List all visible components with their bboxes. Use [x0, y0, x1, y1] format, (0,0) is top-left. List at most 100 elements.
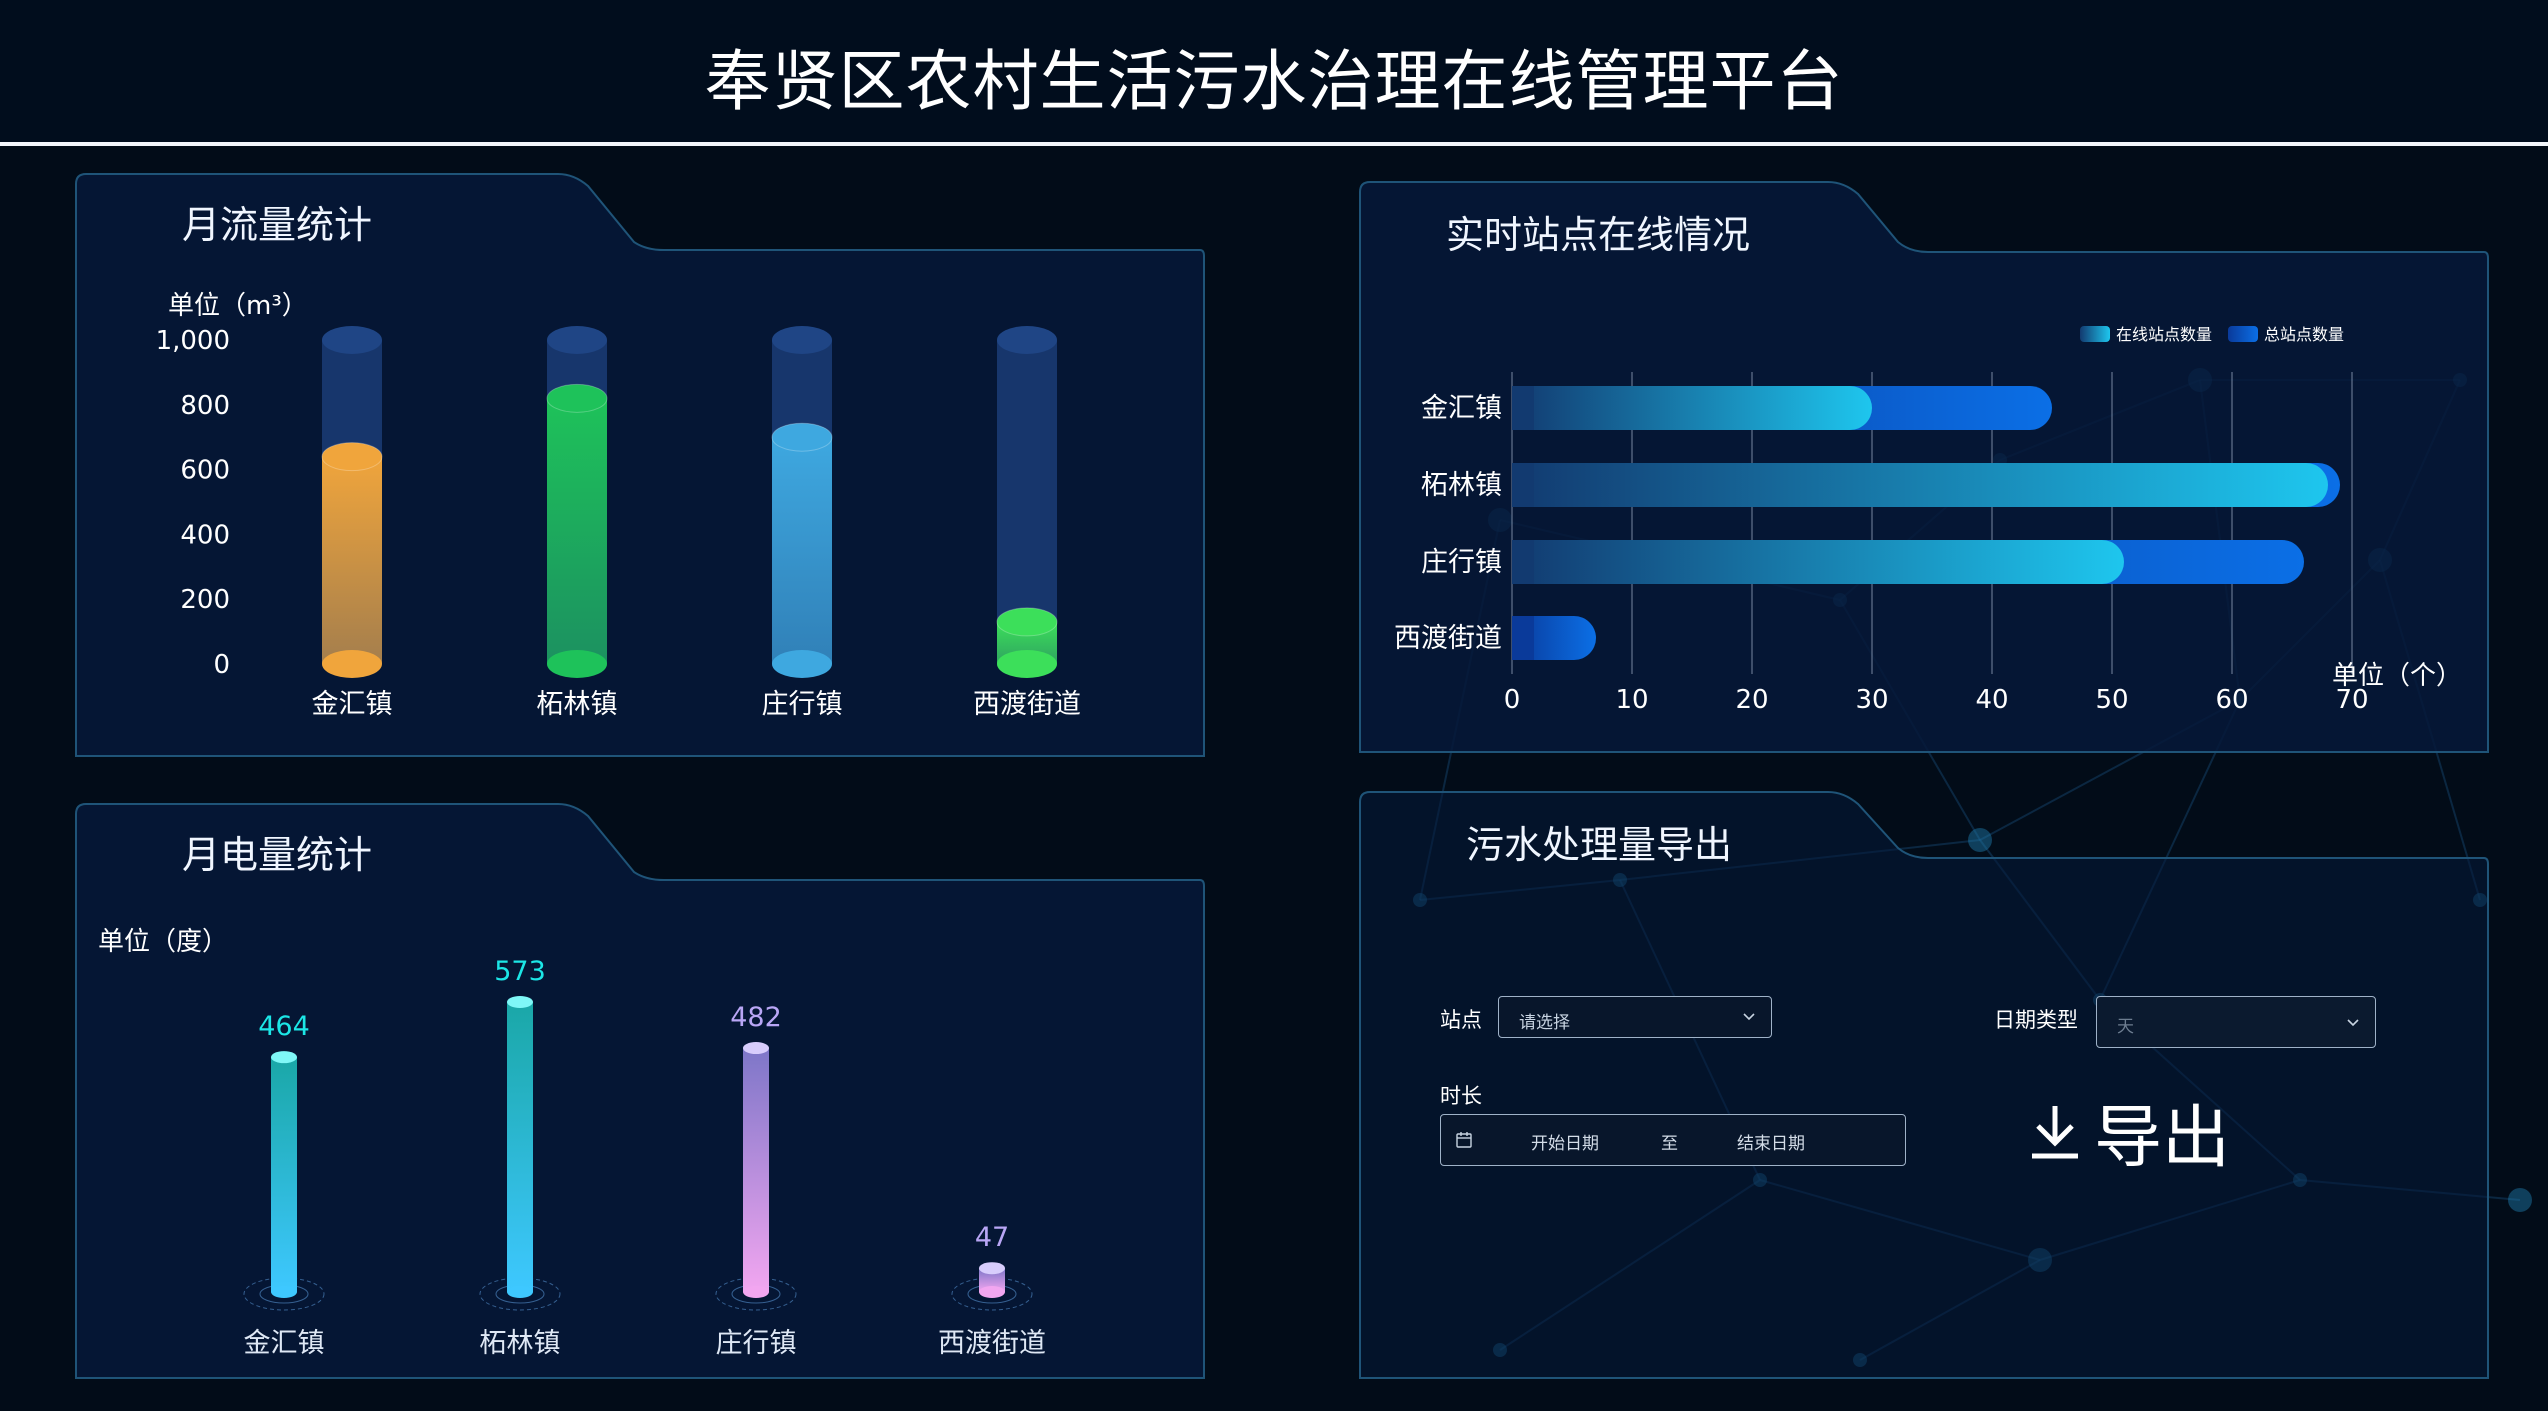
flow-bar-track-top	[547, 326, 607, 354]
date-type-value: 天	[2117, 1017, 2134, 1037]
flow-bar-cap	[321, 442, 383, 472]
power-x-label: 西渡街道	[938, 1328, 1046, 1359]
panel-frame	[1359, 791, 2489, 1379]
power-x-label: 金汇镇	[244, 1328, 325, 1359]
power-bar-base	[507, 1286, 533, 1298]
panel-title: 月电量统计	[182, 833, 373, 877]
export-button-label: 导出	[2094, 1099, 2231, 1178]
calendar-icon	[1456, 1132, 1472, 1148]
export-button[interactable]: 导出	[2028, 1082, 2230, 1181]
power-x-label: 柘林镇	[480, 1328, 561, 1359]
online-x-tick-label: 60	[2215, 685, 2248, 715]
power-value-label: 573	[494, 956, 546, 987]
flow-bar-cap	[996, 607, 1058, 637]
flow-bar-柘林镇	[547, 398, 607, 664]
power-bar-cap	[271, 1051, 297, 1064]
flow-bar-cap	[771, 422, 833, 452]
power-bar-金汇镇	[271, 1057, 297, 1292]
flow-bar-track-top	[772, 326, 832, 354]
flow-bar-庄行镇	[772, 437, 832, 664]
power-bar-柘林镇	[507, 1002, 533, 1292]
date-type-label: 日期类型	[1994, 1008, 2078, 1032]
power-bar-cap	[507, 996, 533, 1008]
flow-bar-base	[547, 650, 607, 678]
power-bar-ring	[243, 1277, 325, 1311]
power-unit-label: 单位（度）	[98, 927, 228, 957]
date-range-picker[interactable]: 开始日期 至 结束日期	[1440, 1114, 1906, 1166]
chevron-down-icon	[1743, 1013, 1755, 1021]
legend-online-label: 在线站点数量	[2116, 325, 2212, 344]
power-bar-base	[271, 1286, 297, 1298]
legend-total-label: 总站点数量	[2264, 325, 2344, 344]
start-date-input[interactable]: 开始日期	[1531, 1134, 1599, 1154]
flow-bar-base	[322, 650, 382, 678]
panel-monthly-flow: 月流量统计 单位（m³） 1,000 800 600 400 200 0 金汇镇 柘林镇 庄行镇 西…	[74, 172, 1206, 758]
panel-title: 实时站点在线情况	[1446, 213, 1751, 257]
legend-total-swatch	[2228, 326, 2258, 342]
flow-x-label: 西渡街道	[973, 689, 1081, 720]
panel-export: 污水处理量导出 站点 请选择 日期类型 天 时长 开始日期 至 结束日期 导出	[1358, 790, 2490, 1380]
flow-y-tick-label: 200	[180, 585, 230, 615]
panel-frame	[75, 803, 1205, 1379]
online-y-label: 庄行镇	[1421, 547, 1502, 578]
panel-title: 月流量统计	[182, 203, 373, 247]
flow-x-label: 柘林镇	[537, 689, 618, 720]
flow-bar-金汇镇	[322, 456, 382, 664]
online-bar-left-edge	[1512, 616, 1534, 660]
chevron-down-icon	[2347, 1019, 2359, 1027]
online-x-tick-label: 20	[1735, 685, 1768, 715]
flow-chart: 单位（m³） 1,000 800 600 400 200 0 金汇镇 柘林镇 庄行镇 西渡街道	[156, 291, 1081, 720]
end-date-input[interactable]: 结束日期	[1737, 1134, 1805, 1154]
online-x-tick-label: 50	[2095, 685, 2128, 715]
station-select[interactable]: 请选择	[1498, 996, 1772, 1038]
online-online-bar-柘林镇	[1512, 463, 2328, 507]
legend-online-swatch	[2080, 326, 2110, 342]
duration-label: 时长	[1440, 1084, 1482, 1108]
flow-y-tick-label: 1,000	[156, 326, 230, 356]
power-bar-base	[979, 1286, 1005, 1298]
flow-bar-track-top	[322, 326, 382, 354]
date-type-select[interactable]: 天	[2096, 996, 2376, 1048]
flow-bar-track-top	[997, 326, 1057, 354]
power-bar-base	[743, 1286, 769, 1298]
online-x-tick-label: 0	[1504, 685, 1521, 715]
power-bar-ring	[715, 1277, 797, 1311]
power-bar-cap	[979, 1262, 1005, 1275]
flow-bar-base	[772, 650, 832, 678]
online-y-label: 金汇镇	[1421, 393, 1502, 424]
flow-y-tick-label: 600	[180, 456, 230, 486]
power-bar-ring	[951, 1277, 1033, 1311]
flow-bar-cap	[546, 383, 608, 413]
power-x-label: 庄行镇	[716, 1328, 797, 1359]
online-bar-left-edge	[1512, 463, 1534, 507]
download-icon	[2032, 1105, 2078, 1158]
online-y-label: 西渡街道	[1394, 623, 1502, 654]
flow-x-label: 金汇镇	[312, 689, 393, 720]
flow-y-tick-label: 0	[213, 650, 230, 680]
online-online-bar-金汇镇	[1512, 386, 1872, 430]
flow-unit-label: 单位（m³）	[168, 291, 308, 321]
online-unit-label: 单位（个）	[2332, 661, 2462, 691]
online-y-label: 柘林镇	[1421, 470, 1502, 501]
flow-x-label: 庄行镇	[762, 689, 843, 720]
power-value-label: 464	[258, 1011, 310, 1042]
flow-bar-base	[997, 650, 1057, 678]
header: 奉贤区农村生活污水治理在线管理平台	[0, 0, 2548, 146]
online-online-bar-庄行镇	[1512, 540, 2124, 584]
online-bar-left-edge	[1512, 386, 1534, 430]
online-x-tick-label: 40	[1975, 685, 2008, 715]
power-bar-庄行镇	[743, 1048, 769, 1292]
online-x-tick-label: 30	[1855, 685, 1888, 715]
panel-online-stations: 实时站点在线情况 0 10 20 30 40 50 60 70 单位（个） 金汇镇 柘林镇 庄行镇 西渡…	[1358, 180, 2490, 754]
page-title: 奉贤区农村生活污水治理在线管理平台	[704, 43, 1844, 120]
online-x-tick-label: 10	[1615, 685, 1648, 715]
flow-y-tick-label: 400	[180, 520, 230, 550]
power-bar-cap	[743, 1042, 769, 1055]
power-bar-ring	[479, 1277, 561, 1311]
power-chart: 单位（度） 464 金汇镇 573 柘林镇 482 庄行镇 47 西渡街道	[98, 927, 1046, 1359]
flow-y-tick-label: 800	[180, 391, 230, 421]
station-label: 站点	[1440, 1008, 1482, 1032]
power-value-label: 482	[730, 1002, 782, 1033]
station-select-placeholder: 请选择	[1519, 1013, 1570, 1033]
panel-monthly-power: 月电量统计 单位（度） 464 金汇镇 573 柘林镇 482 庄行镇 47 西渡街道	[74, 802, 1206, 1380]
